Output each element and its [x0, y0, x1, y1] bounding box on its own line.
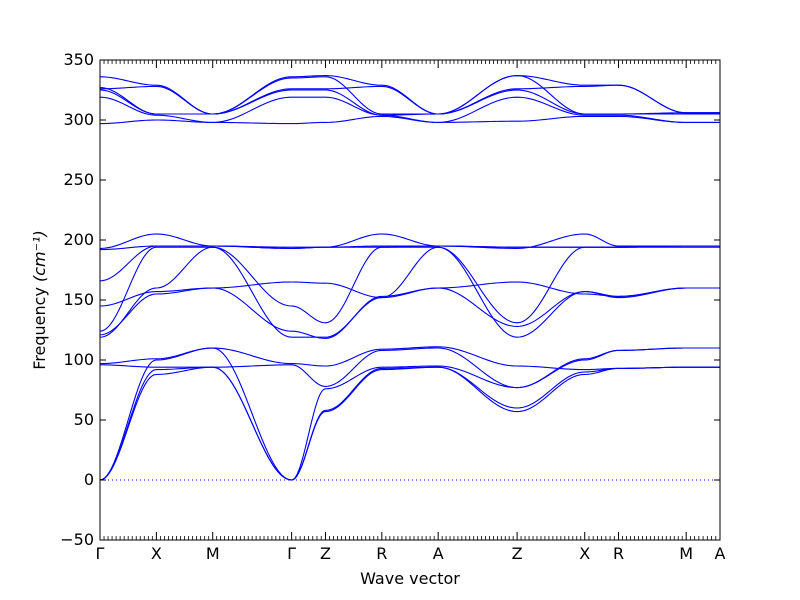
x-tick-label: Γ [96, 544, 105, 563]
phonon-band-5 [99, 346, 720, 371]
y-tick-label: 350 [63, 50, 94, 69]
phonon-band-12 [99, 233, 720, 249]
x-tick-label: M [206, 544, 220, 563]
phonon-band-4 [99, 347, 720, 389]
phonon-band-17 [99, 75, 720, 115]
x-tick-label: Γ [287, 544, 296, 563]
y-tick-label: 100 [63, 350, 94, 369]
phonon-band-2 [99, 366, 720, 481]
phonon-band-6 [99, 246, 720, 338]
bands-layer [99, 75, 720, 481]
y-tick-label: 50 [74, 410, 94, 429]
minor-ticks [103, 60, 717, 540]
phonon-band-14 [99, 96, 720, 123]
x-tick-label: M [679, 544, 693, 563]
x-axis-label: Wave vector [360, 569, 460, 588]
y-axis: −50 0 50 100 150 200 250 300 350 [60, 50, 720, 549]
y-axis-label-text: Frequency [30, 287, 49, 370]
plot-frame [99, 59, 721, 541]
x-tick-label: X [151, 544, 162, 563]
x-tick-label: X [579, 544, 590, 563]
y-axis-label: Frequency (cm⁻¹) [30, 230, 49, 369]
x-tick-label: A [715, 544, 726, 563]
phonon-band-18 [99, 75, 720, 115]
phonon-band-9 [99, 281, 720, 307]
x-tick-label: Z [320, 544, 331, 563]
x-tick-label: R [613, 544, 624, 563]
y-tick-label: 150 [63, 290, 94, 309]
y-tick-label: 250 [63, 170, 94, 189]
x-tick-label: Z [512, 544, 523, 563]
y-tick-label: 0 [84, 470, 94, 489]
y-tick-label: 300 [63, 110, 94, 129]
phonon-band-1 [99, 366, 720, 481]
phonon-band-11 [99, 245, 720, 251]
phonon-band-15 [99, 89, 720, 116]
x-tick-label: R [376, 544, 387, 563]
x-tick-label: A [433, 544, 444, 563]
y-axis-label-unit: (cm⁻¹) [30, 230, 49, 282]
y-tick-label: −50 [60, 530, 94, 549]
phonon-band-10 [99, 245, 720, 282]
y-tick-label: 200 [63, 230, 94, 249]
